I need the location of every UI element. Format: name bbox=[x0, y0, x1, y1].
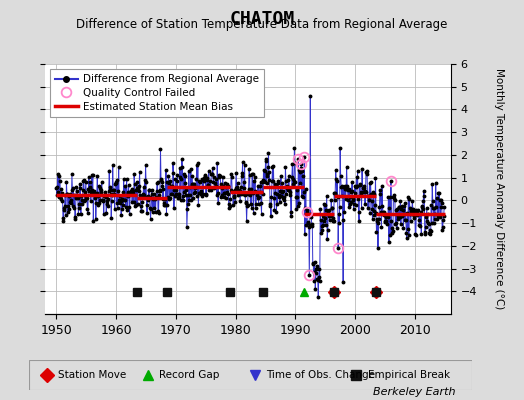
Legend: Difference from Regional Average, Quality Control Failed, Estimated Station Mean: Difference from Regional Average, Qualit… bbox=[50, 69, 264, 117]
Text: Record Gap: Record Gap bbox=[159, 370, 220, 380]
Y-axis label: Monthly Temperature Anomaly Difference (°C): Monthly Temperature Anomaly Difference (… bbox=[494, 68, 504, 310]
Text: Difference of Station Temperature Data from Regional Average: Difference of Station Temperature Data f… bbox=[77, 18, 447, 31]
Text: Berkeley Earth: Berkeley Earth bbox=[374, 387, 456, 397]
Text: Empirical Break: Empirical Break bbox=[367, 370, 450, 380]
Text: Time of Obs. Change: Time of Obs. Change bbox=[266, 370, 375, 380]
Text: CHATOM: CHATOM bbox=[230, 10, 294, 28]
Text: Station Move: Station Move bbox=[58, 370, 126, 380]
